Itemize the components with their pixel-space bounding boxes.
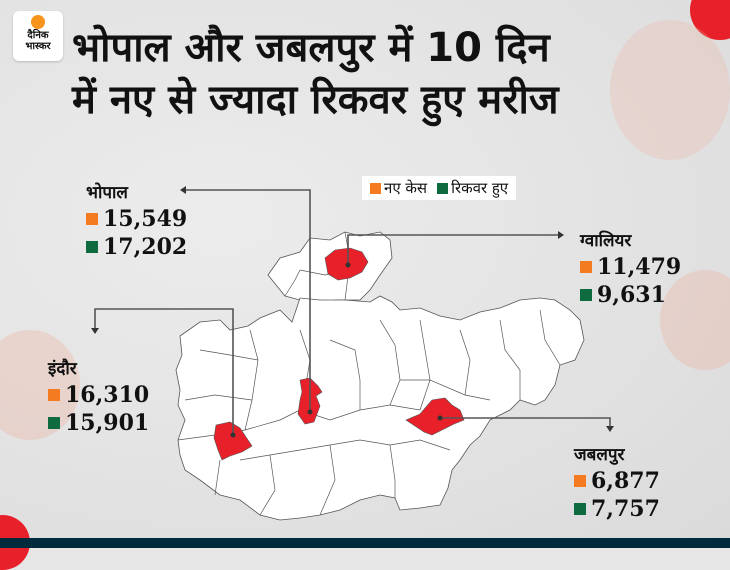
city-name: इंदौर xyxy=(48,359,77,379)
green-square-icon xyxy=(574,503,586,515)
virus-illustration-icon xyxy=(0,330,80,440)
city-indore: इंदौर 16,310 15,901 xyxy=(48,356,149,437)
recovered-value: 7,757 xyxy=(574,495,660,523)
green-square-icon xyxy=(580,289,592,301)
new-cases-value: 6,877 xyxy=(574,467,660,495)
orange-square-icon xyxy=(370,183,381,194)
recovered-value: 15,901 xyxy=(48,409,149,437)
logo-text-line2: भास्कर xyxy=(25,41,51,52)
dainik-bhaskar-logo: दैनिक भास्कर xyxy=(13,11,63,61)
madhya-pradesh-map xyxy=(91,186,614,521)
headline-line1: भोपाल और जबलपुर में 10 दिन xyxy=(72,25,550,71)
legend-recovered: रिकवर हुए xyxy=(437,178,508,198)
new-cases-value: 16,310 xyxy=(48,381,149,409)
orange-square-icon xyxy=(48,389,60,401)
orange-square-icon xyxy=(580,261,592,273)
virus-illustration-icon xyxy=(610,20,730,160)
new-cases-value: 15,549 xyxy=(86,205,187,233)
city-name: भोपाल xyxy=(86,183,128,203)
footer-bar xyxy=(0,538,730,548)
logo-text-line1: दैनिक xyxy=(27,30,49,41)
green-square-icon xyxy=(48,417,60,429)
headline-line2: में नए से ज्यादा रिकवर हुए मरीज xyxy=(72,77,559,123)
recovered-value: 9,631 xyxy=(580,281,681,309)
green-square-icon xyxy=(86,241,98,253)
orange-square-icon xyxy=(86,213,98,225)
green-square-icon xyxy=(437,183,449,194)
city-bhopal: भोपाल 15,549 17,202 xyxy=(86,180,187,261)
legend-new-cases: नए केस xyxy=(370,178,427,198)
city-name: ग्वालियर xyxy=(580,231,632,251)
recovered-value: 17,202 xyxy=(86,233,187,261)
city-name: जबलपुर xyxy=(574,445,625,465)
city-jabalpur: जबलपुर 6,877 7,757 xyxy=(574,442,660,523)
legend: नए केस रिकवर हुए xyxy=(362,176,517,200)
orange-square-icon xyxy=(574,475,586,487)
indore-district xyxy=(213,421,253,461)
city-gwalior: ग्वालियर 11,479 9,631 xyxy=(580,228,681,309)
jabalpur-district xyxy=(405,397,465,436)
sun-icon xyxy=(31,15,45,29)
virus-illustration-icon xyxy=(660,270,730,370)
headline: भोपाल और जबलपुर में 10 दिन में नए से ज्य… xyxy=(72,22,722,126)
new-cases-value: 11,479 xyxy=(580,253,681,281)
